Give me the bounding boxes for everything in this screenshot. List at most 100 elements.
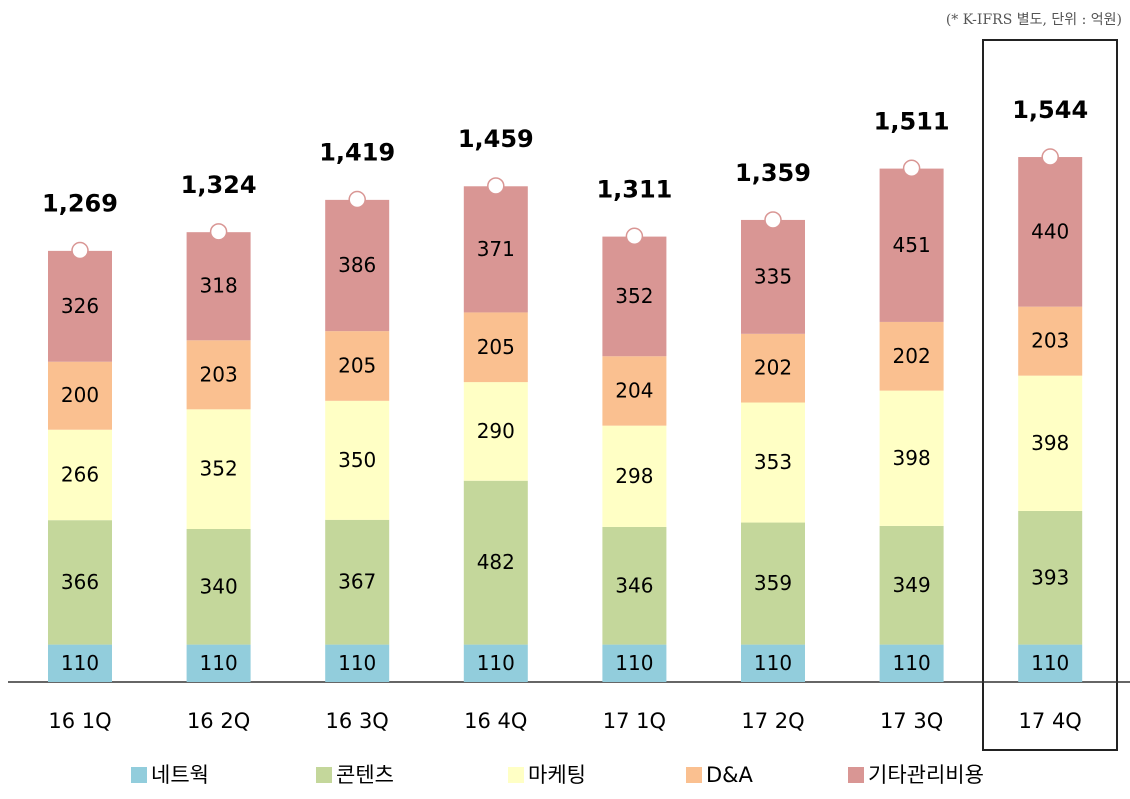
bar-segment xyxy=(463,382,528,481)
bar-segment xyxy=(186,529,251,645)
bar-segment xyxy=(879,321,944,391)
segment-label: 203 xyxy=(1031,329,1069,353)
segment-label: 398 xyxy=(1031,431,1069,455)
total-marker xyxy=(487,177,505,195)
segment-label: 352 xyxy=(200,457,238,481)
bar-segment xyxy=(463,480,528,645)
segment-label: 110 xyxy=(338,651,376,675)
segment-label: 110 xyxy=(893,651,931,675)
x-tick-label: 17 2Q xyxy=(741,709,804,733)
total-label: 1,511 xyxy=(874,107,950,135)
total-marker xyxy=(348,190,366,209)
segment-label: 110 xyxy=(477,651,515,675)
segment-label: 205 xyxy=(477,335,515,359)
bar-segment xyxy=(741,402,805,523)
bar-segment xyxy=(1018,306,1083,376)
legend-label: 네트웍 xyxy=(151,763,209,787)
x-tick-label: 16 4Q xyxy=(464,709,527,733)
segment-label: 359 xyxy=(754,571,792,595)
bar-segment xyxy=(325,400,390,520)
segment-label: 335 xyxy=(754,264,792,288)
bar-segment xyxy=(463,644,528,682)
total-label: 1,419 xyxy=(319,139,395,167)
bar-segment xyxy=(186,409,251,529)
segment-label: 110 xyxy=(1031,651,1069,675)
x-tick-label: 16 2Q xyxy=(187,709,250,733)
x-tick-label: 17 4Q xyxy=(1019,709,1082,733)
segment-label: 393 xyxy=(1031,565,1069,589)
bar-segment xyxy=(1018,375,1083,511)
segment-label: 110 xyxy=(61,651,99,675)
total-label: 1,324 xyxy=(181,171,257,199)
segment-label: 290 xyxy=(477,419,515,443)
total-label: 1,544 xyxy=(1012,96,1088,124)
bar-segment xyxy=(741,219,805,334)
bar-segment xyxy=(879,644,944,682)
segment-label: 352 xyxy=(615,284,653,308)
segment-label: 367 xyxy=(338,570,376,594)
legend-label: 기타관리비용 xyxy=(868,763,984,787)
segment-label: 353 xyxy=(754,450,792,474)
bar-segment xyxy=(48,361,112,430)
total-label: 1,269 xyxy=(42,190,118,218)
bar-segment xyxy=(602,356,667,426)
bar-segment xyxy=(48,250,112,362)
legend-label: D&A xyxy=(706,763,754,787)
bar-segment xyxy=(463,312,528,383)
bar-segment xyxy=(879,390,944,526)
segment-label: 110 xyxy=(615,651,653,675)
bar-segment xyxy=(741,522,805,645)
bar-segment xyxy=(602,526,667,645)
segment-label: 202 xyxy=(893,344,931,368)
segment-label: 398 xyxy=(893,446,931,470)
segment-label: 386 xyxy=(338,253,376,277)
legend-swatch xyxy=(848,767,864,783)
total-marker xyxy=(764,211,782,229)
segment-label: 204 xyxy=(615,378,653,402)
total-marker xyxy=(1041,148,1059,166)
segment-label: 366 xyxy=(61,570,99,594)
legend-label: 마케팅 xyxy=(528,763,586,787)
segment-label: 266 xyxy=(61,462,99,486)
highlight-box xyxy=(982,39,1118,751)
total-label: 1,459 xyxy=(458,125,534,153)
total-marker xyxy=(625,227,644,246)
x-tick-label: 16 1Q xyxy=(48,709,111,733)
bar-segment xyxy=(1018,644,1083,682)
segment-label: 202 xyxy=(754,356,792,380)
bar-segment xyxy=(1018,510,1083,645)
segment-label: 346 xyxy=(615,573,653,597)
segment-label: 340 xyxy=(200,574,238,598)
legend-swatch xyxy=(316,767,332,783)
x-tick-label: 17 1Q xyxy=(603,709,666,733)
segment-label: 371 xyxy=(477,237,515,261)
bar-segment xyxy=(186,644,251,682)
bar-segment xyxy=(186,232,251,341)
total-label: 1,311 xyxy=(596,175,672,203)
segment-label: 110 xyxy=(200,651,238,675)
bar-segment xyxy=(741,333,805,403)
bar-segment xyxy=(879,168,944,322)
bar-segment xyxy=(48,644,112,682)
segment-label: 318 xyxy=(200,274,238,298)
segment-label: 350 xyxy=(338,448,376,472)
segment-label: 298 xyxy=(615,464,653,488)
total-marker xyxy=(902,159,921,178)
segment-label: 110 xyxy=(754,651,792,675)
bar-segment xyxy=(186,340,251,410)
legend-label: 콘텐츠 xyxy=(336,763,394,787)
total-marker xyxy=(209,223,228,241)
total-label: 1,359 xyxy=(735,159,811,187)
bar-segment xyxy=(325,644,390,682)
bar-segment xyxy=(325,519,390,645)
segment-label: 203 xyxy=(200,362,238,386)
bar-segment xyxy=(463,186,528,313)
bar-segment xyxy=(602,644,667,682)
unit-note: (* K-IFRS 별도, 단위 : 억원) xyxy=(946,12,1122,28)
legend-swatch xyxy=(508,767,524,783)
legend-swatch xyxy=(686,767,702,783)
bar-segment xyxy=(48,520,112,645)
segment-label: 440 xyxy=(1031,219,1069,243)
bar-segment xyxy=(48,429,112,521)
